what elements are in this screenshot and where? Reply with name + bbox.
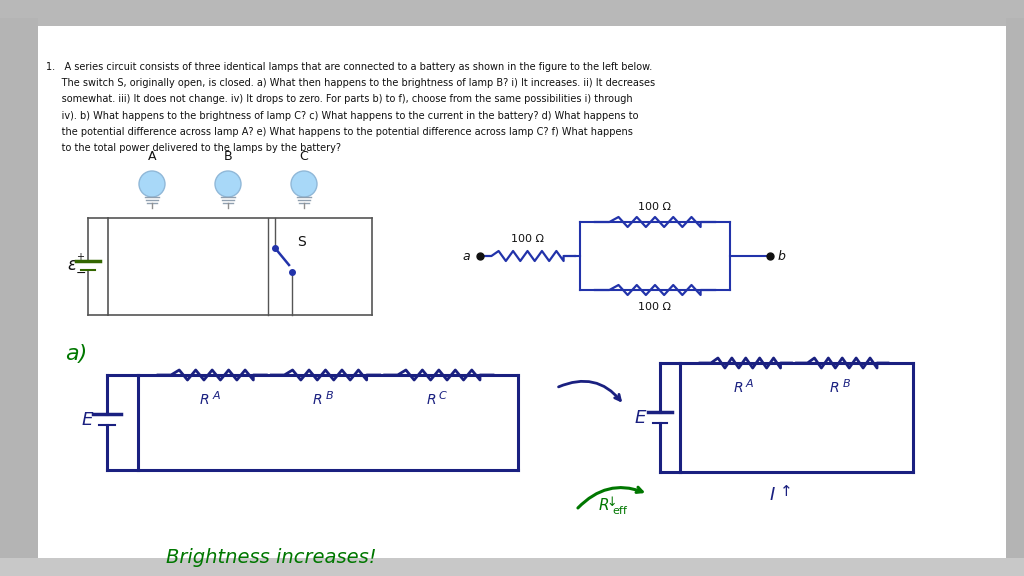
Text: −: − [76,267,86,279]
Text: 100 Ω: 100 Ω [639,302,672,312]
Text: I: I [769,486,774,504]
Text: ε: ε [68,256,77,274]
Text: B: B [843,379,850,389]
Text: The switch S, originally open, is closed. a) What then happens to the brightness: The switch S, originally open, is closed… [46,78,655,88]
Circle shape [291,171,317,197]
Text: +: + [76,252,84,262]
Text: C: C [439,391,446,401]
Text: B: B [223,150,232,163]
Text: R: R [426,393,436,407]
Text: S: S [297,235,306,249]
Text: ↓: ↓ [607,495,617,509]
Text: E: E [81,411,93,429]
Text: 1.   A series circuit consists of three identical lamps that are connected to a : 1. A series circuit consists of three id… [46,62,652,72]
Circle shape [215,171,241,197]
Text: a): a) [65,344,87,364]
Bar [1006,18,1024,558]
Text: ↑: ↑ [780,484,793,499]
Text: to the total power delivered to the lamps by the battery?: to the total power delivered to the lamp… [46,143,341,153]
Text: R: R [599,498,609,513]
Text: somewhat. iii) It does not change. iv) It drops to zero. For parts b) to f), cho: somewhat. iii) It does not change. iv) I… [46,94,633,104]
Text: Brightness increases!: Brightness increases! [166,548,377,567]
Text: C: C [300,150,308,163]
Text: A: A [147,150,157,163]
Bar [0,18,38,558]
Text: R: R [313,393,323,407]
Text: 100 Ω: 100 Ω [511,234,544,244]
Text: eff: eff [612,506,627,516]
Bar [0,0,1024,26]
Circle shape [139,171,165,197]
Text: A: A [745,379,754,389]
Text: 100 Ω: 100 Ω [639,202,672,212]
Text: R: R [733,381,742,395]
Text: R: R [200,393,209,407]
Text: a: a [463,249,470,263]
Text: iv). b) What happens to the brightness of lamp C? c) What happens to the current: iv). b) What happens to the brightness o… [46,111,639,120]
Text: R: R [829,381,840,395]
Text: b: b [778,249,785,263]
Text: A: A [212,391,220,401]
Text: E: E [634,409,646,427]
Text: the potential difference across lamp A? e) What happens to the potential differe: the potential difference across lamp A? … [46,127,633,137]
Text: B: B [326,391,333,401]
